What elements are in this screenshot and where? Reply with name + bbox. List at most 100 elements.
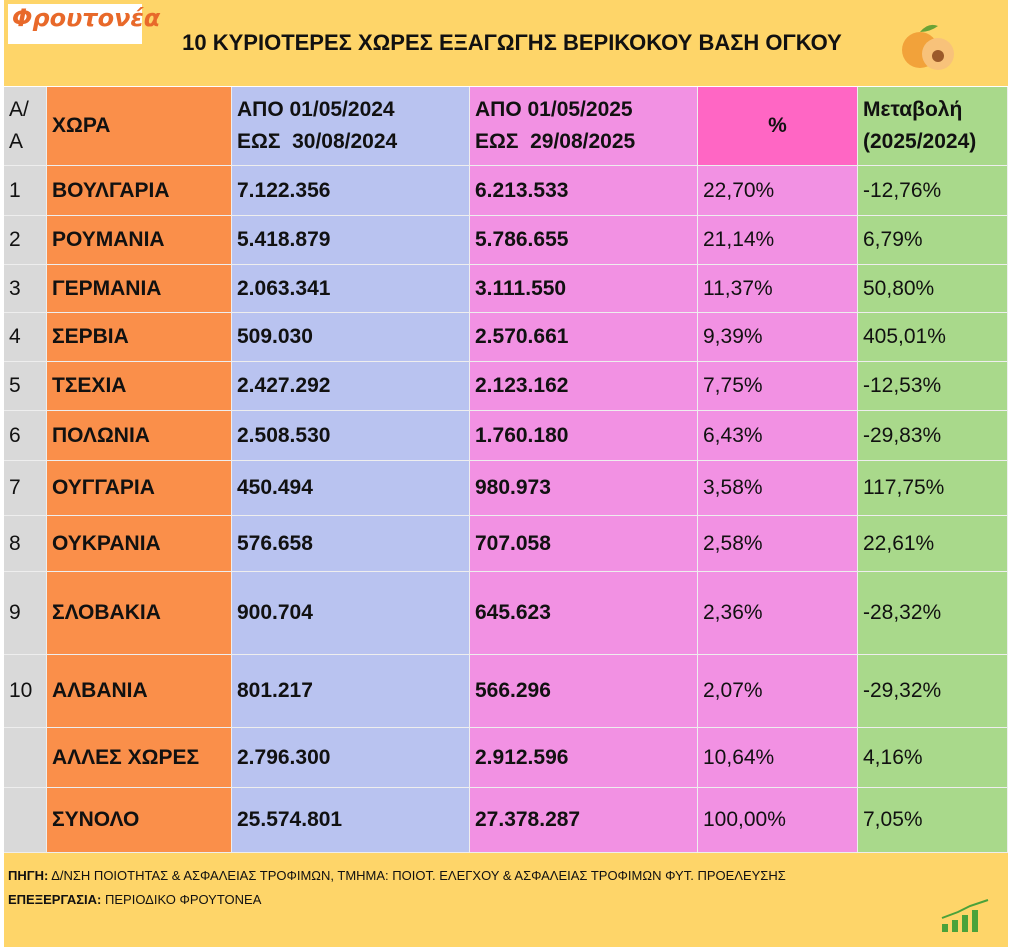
cell: 7,05% bbox=[858, 788, 1008, 853]
cell: 576.658 bbox=[232, 516, 470, 572]
cell: 2.123.162 bbox=[470, 362, 698, 411]
cell: 9,39% bbox=[698, 313, 858, 362]
cell: 707.058 bbox=[470, 516, 698, 572]
cell: 100,00% bbox=[698, 788, 858, 853]
header-line: Μεταβολή bbox=[863, 98, 963, 121]
cell: ΠΟΛΩΝΙΑ bbox=[47, 411, 232, 461]
cell: ΒΟΥΛΓΑΡΙΑ bbox=[47, 166, 232, 216]
header-line: ΧΩΡΑ bbox=[52, 114, 111, 137]
cell: 801.217 bbox=[232, 655, 470, 728]
cell: 566.296 bbox=[470, 655, 698, 728]
row-number: 3 bbox=[4, 265, 47, 313]
column-header: Α/Α bbox=[4, 87, 47, 166]
cell: ΑΛΒΑΝΙΑ bbox=[47, 655, 232, 728]
column-header: ΑΠΟ 01/05/2024 ΕΩΣ 30/08/2024 bbox=[232, 87, 470, 166]
header-band bbox=[4, 0, 1008, 86]
peach-icon bbox=[902, 24, 954, 70]
cell: ΣΥΝΟΛΟ bbox=[47, 788, 232, 853]
cell: 645.623 bbox=[470, 572, 698, 655]
footer-text: ΠΕΡΙΟΔΙΚΟ ΦΡΟΥΤΟΝΕΑ bbox=[101, 892, 262, 907]
row-number: 1 bbox=[4, 166, 47, 216]
cell: 1.760.180 bbox=[470, 411, 698, 461]
cell: 22,70% bbox=[698, 166, 858, 216]
cell: 6.213.533 bbox=[470, 166, 698, 216]
cell: 405,01% bbox=[858, 313, 1008, 362]
footer-line: ΠΗΓΗ: Δ/ΝΣΗ ΠΟΙΟΤΗΤΑΣ & ΑΣΦΑΛΕΙΑΣ ΤΡΟΦΙΜ… bbox=[8, 868, 786, 883]
cell: 11,37% bbox=[698, 265, 858, 313]
cell: -29,83% bbox=[858, 411, 1008, 461]
cell: 21,14% bbox=[698, 216, 858, 265]
row-number: 4 bbox=[4, 313, 47, 362]
cell: ΤΣΕΧΙΑ bbox=[47, 362, 232, 411]
growth-icon bbox=[941, 899, 989, 932]
cell: ΡΟΥΜΑΝΙΑ bbox=[47, 216, 232, 265]
row-number: 6 bbox=[4, 411, 47, 461]
logo: Φρουτονέα bbox=[12, 4, 161, 32]
column-header: Μεταβολή (2025/2024) bbox=[858, 87, 1008, 166]
cell: ΓΕΡΜΑΝΙΑ bbox=[47, 265, 232, 313]
footer-label: ΠΗΓΗ: bbox=[8, 868, 49, 883]
row-number: 10 bbox=[4, 655, 47, 728]
title: 10 ΚΥΡΙΟΤΕΡΕΣ ΧΩΡΕΣ ΕΞΑΓΩΓΗΣ ΒΕΡΙΚΟΚΟΥ Β… bbox=[182, 30, 842, 55]
cell: 25.574.801 bbox=[232, 788, 470, 853]
cell: 22,61% bbox=[858, 516, 1008, 572]
cell: 2,07% bbox=[698, 655, 858, 728]
row-number bbox=[4, 728, 47, 788]
cell: 50,80% bbox=[858, 265, 1008, 313]
cell: 5.786.655 bbox=[470, 216, 698, 265]
cell: 27.378.287 bbox=[470, 788, 698, 853]
row-number: 2 bbox=[4, 216, 47, 265]
column-header: % bbox=[698, 87, 858, 166]
cell: ΑΛΛΕΣ ΧΩΡΕΣ bbox=[47, 728, 232, 788]
cell: ΣΛΟΒΑΚΙΑ bbox=[47, 572, 232, 655]
cell: 980.973 bbox=[470, 461, 698, 516]
cell: -12,53% bbox=[858, 362, 1008, 411]
row-number: 5 bbox=[4, 362, 47, 411]
column-header: ΑΠΟ 01/05/2025 ΕΩΣ 29/08/2025 bbox=[470, 87, 698, 166]
cell: 4,16% bbox=[858, 728, 1008, 788]
cell: 6,79% bbox=[858, 216, 1008, 265]
header-line: Α bbox=[9, 130, 24, 153]
cell: 2.063.341 bbox=[232, 265, 470, 313]
header-line: Α/ bbox=[9, 98, 29, 121]
header-line: ΕΩΣ 30/08/2024 bbox=[237, 130, 398, 153]
column-header: ΧΩΡΑ bbox=[47, 87, 232, 166]
cell: 5.418.879 bbox=[232, 216, 470, 265]
cell: 7.122.356 bbox=[232, 166, 470, 216]
row-number: 8 bbox=[4, 516, 47, 572]
cell: 2.427.292 bbox=[232, 362, 470, 411]
cell: 2.508.530 bbox=[232, 411, 470, 461]
cell: 117,75% bbox=[858, 461, 1008, 516]
cell: 3,58% bbox=[698, 461, 858, 516]
cell: ΣΕΡΒΙΑ bbox=[47, 313, 232, 362]
cell: 7,75% bbox=[698, 362, 858, 411]
cell: ΟΥΓΓΑΡΙΑ bbox=[47, 461, 232, 516]
header-line: ΕΩΣ 29/08/2025 bbox=[475, 130, 636, 153]
header-line: % bbox=[768, 114, 787, 137]
cell: -29,32% bbox=[858, 655, 1008, 728]
cell: 6,43% bbox=[698, 411, 858, 461]
footer-label: ΕΠΕΞΕΡΓΑΣΙΑ: bbox=[8, 892, 102, 907]
cell: 450.494 bbox=[232, 461, 470, 516]
cell: 900.704 bbox=[232, 572, 470, 655]
cell: 509.030 bbox=[232, 313, 470, 362]
row-number: 9 bbox=[4, 572, 47, 655]
cell: 10,64% bbox=[698, 728, 858, 788]
logo-box: Φρουτονέα bbox=[8, 4, 161, 44]
footer-text: Δ/ΝΣΗ ΠΟΙΟΤΗΤΑΣ & ΑΣΦΑΛΕΙΑΣ ΤΡΟΦΙΜΩΝ, ΤΜ… bbox=[48, 868, 786, 883]
row-number: 7 bbox=[4, 461, 47, 516]
row-number bbox=[4, 788, 47, 853]
header-line: ΑΠΟ 01/05/2024 bbox=[237, 98, 395, 121]
footer-band bbox=[4, 853, 1008, 947]
cell: -12,76% bbox=[858, 166, 1008, 216]
header-line: (2025/2024) bbox=[863, 130, 977, 153]
cell: 2,36% bbox=[698, 572, 858, 655]
cell: 2,58% bbox=[698, 516, 858, 572]
cell: -28,32% bbox=[858, 572, 1008, 655]
cell: 2.912.596 bbox=[470, 728, 698, 788]
cell: 3.111.550 bbox=[470, 265, 698, 313]
footer-line: ΕΠΕΞΕΡΓΑΣΙΑ: ΠΕΡΙΟΔΙΚΟ ΦΡΟΥΤΟΝΕΑ bbox=[8, 892, 261, 907]
cell: 2.796.300 bbox=[232, 728, 470, 788]
header-line: ΑΠΟ 01/05/2025 bbox=[475, 98, 633, 121]
